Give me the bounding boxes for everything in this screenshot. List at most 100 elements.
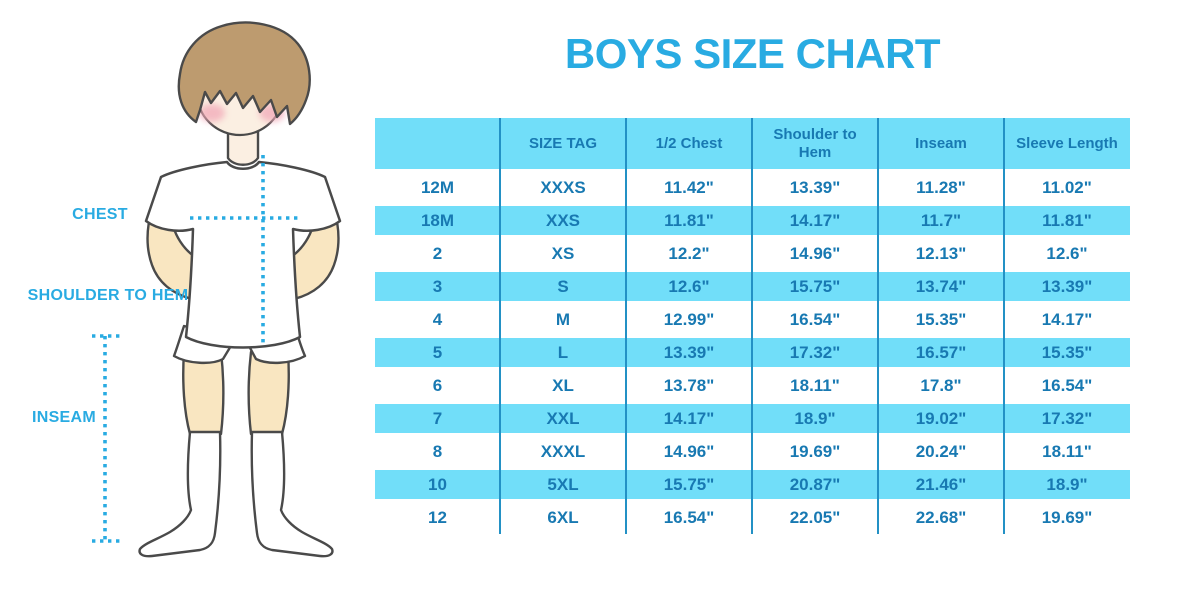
table-cell: 5XL [500, 470, 626, 499]
table-row: 5 L 13.39" 17.32" 16.57" 15.35" [375, 338, 1130, 367]
table-cell: 16.54" [789, 309, 841, 329]
table-row: 10 5XL 15.75" 20.87" 21.46" 18.9" [375, 470, 1130, 499]
table-cell: M [555, 309, 571, 329]
table-cell: 16.54" [663, 507, 715, 527]
table-cell: 18.11" [790, 375, 840, 395]
table-cell: 14.17" [1041, 309, 1093, 329]
column-header: Sleeve Length [1004, 118, 1130, 169]
table-cell: XXS [500, 206, 626, 235]
boy-left-cheek [199, 104, 225, 122]
table-cell: 15.35" [915, 309, 967, 329]
table-cell: 22.05" [789, 507, 841, 527]
table-cell: 20.87" [752, 470, 878, 499]
table-cell: 11.02" [1042, 177, 1092, 197]
column-divider [1003, 118, 1005, 534]
table-cell: 3 [375, 272, 500, 301]
table-cell: 18.11" [1042, 441, 1092, 461]
table-cell: 5 [375, 338, 500, 367]
table-cell: 12M [420, 177, 455, 197]
size-table-body: 12M XXXS 11.42" 13.39" 11.28" 11.02" 18M XXS 11.… [375, 173, 1130, 532]
table-cell: 13.39" [626, 338, 752, 367]
table-cell: 11.81" [1004, 206, 1130, 235]
table-cell: 20.24" [915, 441, 967, 461]
table-cell: 19.69" [789, 441, 841, 461]
table-cell: 11.81" [626, 206, 752, 235]
table-cell: XL [552, 375, 574, 395]
table-cell: 13.39" [789, 177, 841, 197]
boy-right-leg [247, 350, 290, 436]
table-cell: 17.32" [752, 338, 878, 367]
table-cell: 19.69" [1041, 507, 1093, 527]
column-divider [499, 118, 501, 534]
table-header-row: SIZE TAG 1/2 Chest Shoulder to Hem Inseam Sl… [375, 118, 1130, 169]
table-cell: 14.96" [663, 441, 715, 461]
column-divider [877, 118, 879, 534]
table-cell: L [500, 338, 626, 367]
inseam-label: INSEAM [31, 409, 97, 426]
table-row: 6 XL 13.78" 18.11" 17.8" 16.54" [375, 371, 1130, 400]
table-cell: 12.6" [626, 272, 752, 301]
table-cell: 11.7" [878, 206, 1004, 235]
table-cell: 13.39" [1004, 272, 1130, 301]
table-row: 18M XXS 11.81" 14.17" 11.7" 11.81" [375, 206, 1130, 235]
table-cell: XXXL [540, 441, 586, 461]
table-cell: 14.17" [752, 206, 878, 235]
shoulder-to-hem-label: SHOULDER TO HEM [27, 287, 189, 304]
table-cell: 16.54" [1041, 375, 1093, 395]
table-cell: 10 [375, 470, 500, 499]
table-cell: XXL [500, 404, 626, 433]
table-cell: 18.9" [752, 404, 878, 433]
table-cell: 12 [428, 507, 447, 527]
size-table: SIZE TAG 1/2 Chest Shoulder to Hem Inseam Sl… [375, 114, 1130, 538]
table-cell: 12.6" [1046, 243, 1088, 263]
boy-figure-panel: CHEST SHOULDER TO HEM INSEAM [0, 0, 370, 600]
table-row: 3 S 12.6" 15.75" 13.74" 13.39" [375, 272, 1130, 301]
column-header: 1/2 Chest [626, 118, 752, 169]
table-row: 8 XXXL 14.96" 19.69" 20.24" 18.11" [375, 437, 1130, 466]
table-cell: 17.32" [1004, 404, 1130, 433]
table-cell: 12.13" [915, 243, 967, 263]
table-cell: 7 [375, 404, 500, 433]
column-divider [625, 118, 627, 534]
column-header: Inseam [878, 118, 1004, 169]
table-cell: 22.68" [915, 507, 967, 527]
column-header: Shoulder to Hem [752, 118, 878, 169]
table-cell: 12.99" [663, 309, 715, 329]
boy-shirt [144, 160, 342, 349]
table-cell: S [500, 272, 626, 301]
table-row: 12 6XL 16.54" 22.05" 22.68" 19.69" [375, 503, 1130, 532]
table-cell: 17.8" [920, 375, 962, 395]
table-cell: 15.75" [626, 470, 752, 499]
boy-illustration [92, 21, 342, 558]
boy-left-sock [138, 430, 222, 558]
table-cell: 18.9" [1004, 470, 1130, 499]
table-cell: 16.57" [878, 338, 1004, 367]
table-row: 4 M 12.99" 16.54" 15.35" 14.17" [375, 305, 1130, 334]
table-row: 12M XXXS 11.42" 13.39" 11.28" 11.02" [375, 173, 1130, 202]
page-title: BOYS SIZE CHART [564, 30, 941, 77]
table-cell: 14.17" [626, 404, 752, 433]
table-cell: 12.2" [668, 243, 710, 263]
table-cell: 6 [432, 375, 443, 395]
table-cell: XS [551, 243, 575, 263]
table-cell: 14.96" [789, 243, 841, 263]
table-row: 7 XXL 14.17" 18.9" 19.02" 17.32" [375, 404, 1130, 433]
table-cell: 13.78" [663, 375, 715, 395]
table-cell: 2 [432, 243, 443, 263]
table-cell: 15.75" [752, 272, 878, 301]
table-cell: 19.02" [878, 404, 1004, 433]
table-cell: 18M [375, 206, 500, 235]
table-cell: 11.42" [664, 177, 714, 197]
table-cell: 4 [432, 309, 443, 329]
table-cell: 6XL [547, 507, 579, 527]
column-divider [751, 118, 753, 534]
boy-hair [177, 21, 311, 126]
boy-right-sock [250, 430, 334, 558]
column-header: SIZE TAG [500, 118, 626, 169]
table-cell: 13.74" [878, 272, 1004, 301]
column-header [375, 118, 500, 169]
table-cell: 11.28" [916, 177, 966, 197]
table-row: 2 XS 12.2" 14.96" 12.13" 12.6" [375, 239, 1130, 268]
table-cell: 15.35" [1004, 338, 1130, 367]
